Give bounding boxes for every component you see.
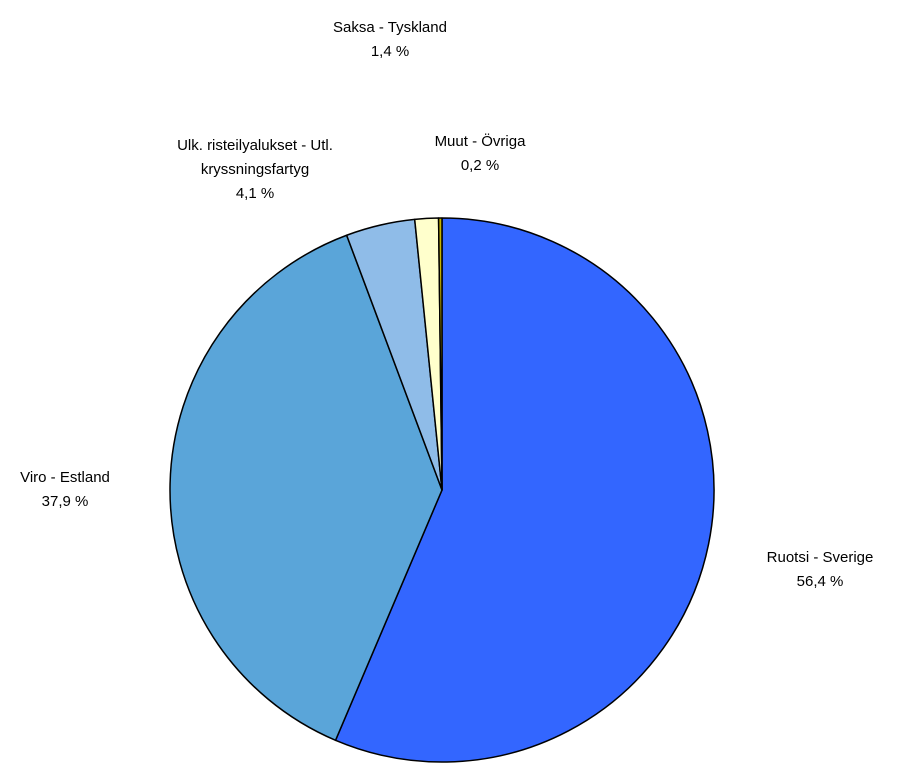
slice-label: Viro - Estland 37,9 % <box>0 466 145 514</box>
slice-value: 0,2 % <box>460 157 500 174</box>
pie-slice <box>437 217 443 491</box>
slice-name: Viro - Estland <box>20 469 110 486</box>
pie-slice <box>334 217 715 763</box>
slice-value: 56,4 % <box>796 573 844 590</box>
slice-name: Saksa - Tyskland <box>333 19 447 36</box>
slice-label: Ruotsi - Sverige 56,4 % <box>720 546 903 594</box>
slice-label: Saksa - Tyskland 1,4 % <box>290 16 490 64</box>
slice-value: 4,1 % <box>235 185 275 202</box>
pie-slice <box>169 234 443 742</box>
slice-label: Muut - Övriga 0,2 % <box>400 130 560 178</box>
slice-name: Ruotsi - Sverige <box>766 549 874 566</box>
slice-value: 37,9 % <box>41 493 89 510</box>
slice-value: 1,4 % <box>370 43 410 60</box>
slice-name: Muut - Övriga <box>434 133 526 150</box>
slice-name: Ulk. risteilyalukset - Utl. kryssningsfa… <box>177 137 333 178</box>
slice-label: Ulk. risteilyalukset - Utl. kryssningsfa… <box>140 134 370 206</box>
